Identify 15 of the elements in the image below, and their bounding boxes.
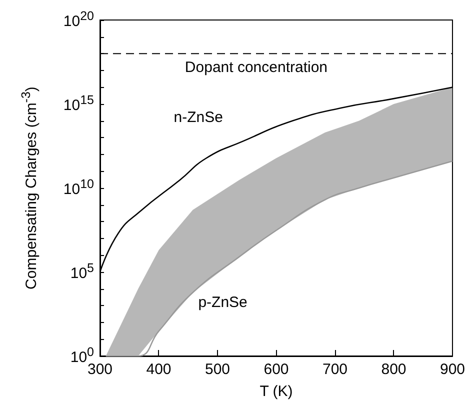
- x-tick-label: 400: [146, 361, 172, 378]
- x-tick-label: 800: [381, 361, 406, 378]
- y-tick-label: 10$^{20}$: [63, 8, 94, 30]
- series-label: n-ZnSe: [174, 108, 223, 126]
- x-axis-title: T (K): [260, 383, 293, 400]
- y-tick-label: 10$^{5}$: [70, 260, 94, 282]
- y-tick-label: 10$^{10}$: [63, 176, 94, 198]
- x-tick-label: 600: [264, 361, 289, 378]
- ref-line-label: Dopant concentration: [184, 58, 328, 76]
- x-tick-label: 300: [87, 361, 113, 378]
- y-tick-label: 10$^{15}$: [63, 92, 94, 114]
- series-label: p-ZnSe: [198, 293, 248, 311]
- x-tick-label: 700: [322, 361, 348, 378]
- x-tick-label: 500: [204, 361, 230, 378]
- x-tick-label: 900: [440, 361, 465, 378]
